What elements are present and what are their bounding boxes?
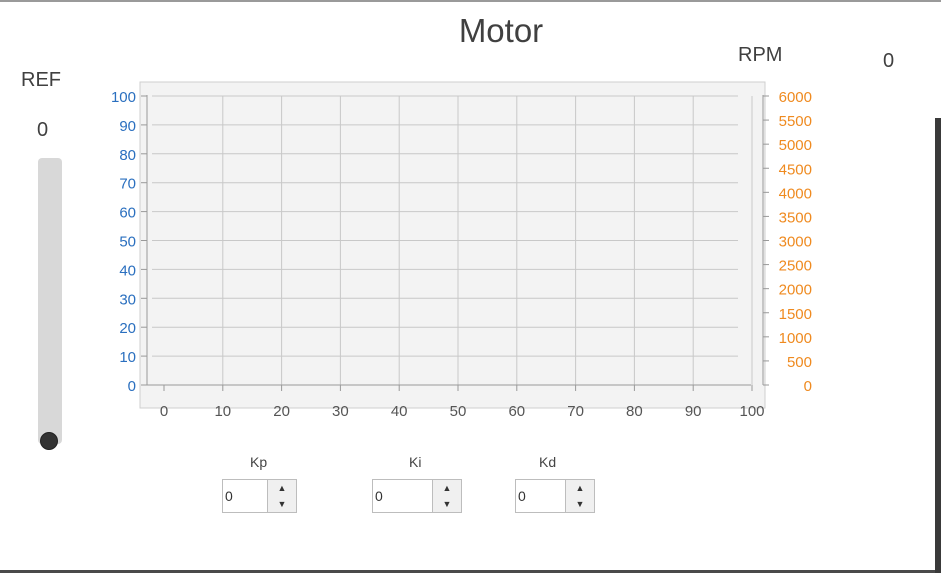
left-tick-label: 10: [119, 349, 136, 366]
right-tick-label: 1000: [779, 330, 812, 347]
right-tick-label: 5500: [779, 113, 812, 130]
kp-label: Kp: [250, 454, 268, 470]
x-tick-label: 80: [626, 403, 643, 420]
kd-label: Kd: [539, 454, 557, 470]
left-tick-label: 20: [119, 320, 136, 337]
chart-background: [139, 81, 766, 409]
x-tick-label: 90: [685, 403, 702, 420]
left-tick-label: 30: [119, 291, 136, 308]
scrollbar[interactable]: [935, 118, 941, 573]
left-tick-label: 0: [128, 378, 136, 395]
left-tick-label: 40: [119, 262, 136, 279]
right-tick-label: 0: [804, 378, 812, 395]
ref-slider-track[interactable]: [38, 158, 62, 444]
right-tick-label: 6000: [779, 89, 812, 106]
right-tick-label: 3000: [779, 234, 812, 251]
x-tick-label: 50: [450, 403, 467, 420]
right-tick-label: 2000: [779, 282, 812, 299]
window-top-border: [0, 0, 941, 2]
ki-input[interactable]: 0 ▲ ▼: [372, 479, 462, 513]
x-tick-label: 60: [508, 403, 525, 420]
kp-stepper: ▲ ▼: [267, 480, 296, 512]
left-tick-label: 90: [119, 118, 136, 135]
left-tick-label: 80: [119, 147, 136, 164]
kp-decrement-icon[interactable]: ▼: [268, 496, 296, 512]
left-axis-ticks: 0 10 20 30 40 50 60 70 80 90 100: [111, 89, 147, 395]
x-tick-label: 40: [391, 403, 408, 420]
left-tick-label: 60: [119, 205, 136, 222]
x-tick-label: 100: [739, 403, 764, 420]
rpm-value: 0: [883, 50, 895, 72]
ref-slider-thumb[interactable]: [40, 432, 58, 450]
right-tick-label: 1500: [779, 306, 812, 323]
x-tick-label: 30: [332, 403, 349, 420]
ki-stepper: ▲ ▼: [432, 480, 461, 512]
x-tick-label: 10: [214, 403, 231, 420]
x-tick-label: 20: [273, 403, 290, 420]
left-tick-label: 70: [119, 176, 136, 193]
x-tick-label: 0: [160, 403, 168, 420]
right-tick-label: 5000: [779, 137, 812, 154]
right-tick-label: 500: [787, 354, 812, 371]
rpm-label: RPM: [738, 44, 783, 66]
right-tick-label: 4000: [779, 185, 812, 202]
ki-decrement-icon[interactable]: ▼: [433, 496, 461, 512]
page-title: Motor: [458, 12, 544, 49]
x-tick-label: 70: [567, 403, 584, 420]
kd-stepper: ▲ ▼: [565, 480, 594, 512]
ref-label: REF: [21, 69, 61, 91]
right-tick-label: 2500: [779, 258, 812, 275]
kd-increment-icon[interactable]: ▲: [566, 480, 594, 497]
ki-label: Ki: [409, 454, 422, 470]
window-bottom-border: [0, 570, 941, 573]
kp-value: 0: [225, 488, 233, 504]
left-tick-label: 100: [111, 89, 136, 106]
kp-input[interactable]: 0 ▲ ▼: [222, 479, 297, 513]
right-tick-label: 4500: [779, 161, 812, 178]
kd-value: 0: [518, 488, 526, 504]
x-axis-ticks: 0 10 20 30 40 50 60 70 80 90 100: [160, 385, 765, 420]
kd-input[interactable]: 0 ▲ ▼: [515, 479, 595, 513]
ki-increment-icon[interactable]: ▲: [433, 480, 461, 497]
kp-increment-icon[interactable]: ▲: [268, 480, 296, 497]
right-axis-ticks: 0 500 1000 1500 2000 2500 3000 3500 4000 4500 5000…: [763, 89, 812, 395]
ki-value: 0: [375, 488, 383, 504]
ref-value: 0: [37, 119, 49, 141]
left-tick-label: 50: [119, 234, 136, 251]
kd-decrement-icon[interactable]: ▼: [566, 496, 594, 512]
right-tick-label: 3500: [779, 209, 812, 226]
